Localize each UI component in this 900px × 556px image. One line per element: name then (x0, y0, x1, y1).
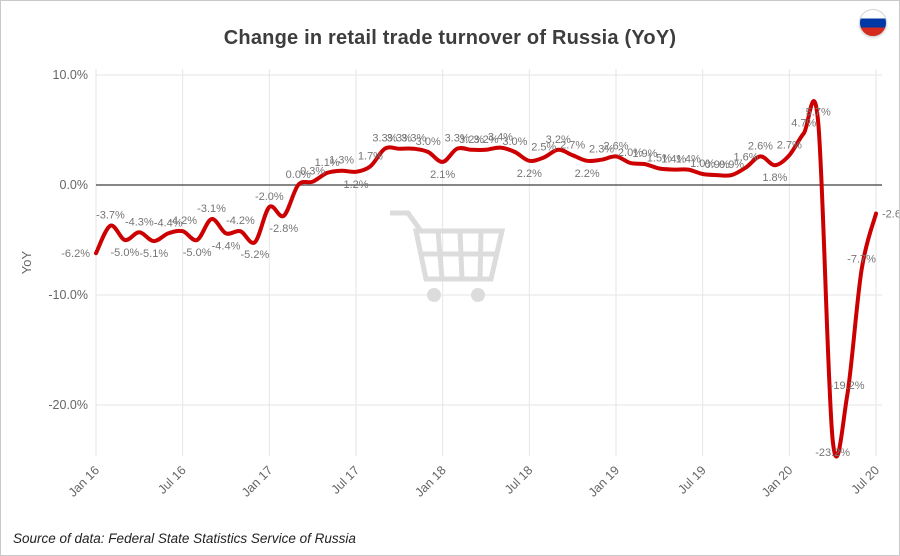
y-tick-label: 0.0% (60, 178, 89, 192)
data-point-label: 3.0% (416, 136, 441, 148)
data-point-label: -7.7% (847, 254, 876, 266)
data-point-label: 2.6% (748, 140, 773, 152)
data-point-label: 3.3% (401, 133, 426, 145)
data-point-label: 3.3% (387, 133, 412, 145)
line-chart: -6.2%-3.7%-5.0%-4.3%-5.1%-4.4%-4.2%-5.0%… (19, 68, 900, 500)
x-tick-label: Jul 19 (675, 463, 709, 497)
x-tick-label: Jul 20 (849, 463, 883, 497)
data-point-label: 1.1% (315, 157, 340, 169)
data-point-label: 1.7% (358, 150, 383, 162)
data-point-label: 0.9% (719, 159, 744, 171)
y-tick-label: -20.0% (48, 398, 88, 412)
data-point-label: 1.3% (329, 155, 354, 167)
data-point-labels: -6.2%-3.7%-5.0%-4.3%-5.1%-4.4%-4.2%-5.0%… (61, 106, 900, 459)
data-point-label: -4.2% (168, 215, 197, 227)
x-tick-label: Jul 16 (155, 463, 189, 497)
chart-title: Change in retail trade turnover of Russi… (223, 27, 677, 49)
y-tick-label: 10.0% (53, 68, 88, 82)
source-note: Source of data: Federal State Statistics… (13, 531, 356, 546)
data-point-label: 5.7% (806, 106, 831, 118)
data-point-label: 0.3% (300, 166, 325, 178)
data-point-label: -2.6% (882, 209, 900, 221)
data-point-label: 1.9% (632, 148, 657, 160)
data-point-label: -5.1% (139, 248, 168, 260)
data-point-label: 3.2% (473, 134, 498, 146)
shopping-cart-watermark-icon (390, 210, 506, 302)
data-point-label: -5.0% (183, 247, 212, 259)
data-point-label: 2.3% (589, 144, 614, 156)
data-point-label: 3.2% (459, 134, 484, 146)
chart-grid (95, 69, 882, 456)
x-tick-label: Jan 18 (412, 463, 448, 499)
data-point-label: -23.2% (815, 447, 850, 459)
data-point-label: -3.1% (197, 203, 226, 215)
data-point-label: 1.2% (343, 179, 368, 191)
x-tick-label: Jul 17 (329, 463, 363, 497)
data-point-label: 0.9% (705, 159, 730, 171)
data-point-label: 3.3% (445, 133, 470, 145)
data-point-label: 2.5% (531, 142, 556, 154)
data-point-label: -2.8% (269, 223, 298, 235)
data-point-label: 2.2% (517, 168, 542, 180)
x-tick-label: Jan 16 (66, 463, 102, 499)
x-tick-label: Jan 20 (759, 463, 795, 499)
data-point-label: -2.0% (255, 191, 284, 203)
data-point-label: 2.2% (575, 168, 600, 180)
data-point-label: 3.4% (488, 132, 513, 144)
data-point-label: 1.4% (676, 154, 701, 166)
russia-flag-icon (859, 9, 887, 37)
data-point-label: 1.0% (690, 158, 715, 170)
data-point-label: -4.3% (125, 216, 154, 228)
data-point-label: 2.7% (560, 139, 585, 151)
series-line (94, 99, 878, 459)
data-point-label: -4.4% (154, 217, 183, 229)
data-point-label: 1.8% (762, 172, 787, 184)
data-point-label: -5.2% (241, 249, 270, 261)
data-point-label: 0.0% (286, 169, 311, 181)
y-tick-label: -10.0% (48, 288, 88, 302)
data-point-label: 1.5% (647, 153, 672, 165)
data-point-label: -3.7% (96, 210, 125, 222)
line-series (94, 99, 878, 459)
data-point-label: 3.3% (372, 133, 397, 145)
y-axis-title: YoY (19, 250, 34, 274)
data-point-label: 2.1% (430, 169, 455, 181)
data-point-label: 3.2% (546, 134, 571, 146)
data-point-label: 1.4% (661, 154, 686, 166)
data-point-label: -5.0% (111, 247, 140, 259)
data-point-label: 2.7% (777, 139, 802, 151)
data-point-label: 2.6% (603, 140, 628, 152)
data-point-label: -4.2% (226, 215, 255, 227)
data-point-label: 4.7% (791, 117, 816, 129)
x-tick-label: Jul 18 (502, 463, 536, 497)
data-point-label: -19.2% (830, 380, 865, 392)
data-point-label: -6.2% (61, 248, 90, 260)
data-point-label: 2.0% (618, 147, 643, 159)
data-point-label: 3.0% (502, 136, 527, 148)
data-point-label: -4.4% (212, 240, 241, 252)
data-point-label: 1.6% (733, 151, 758, 163)
x-tick-label: Jan 17 (239, 463, 275, 499)
x-tick-label: Jan 19 (586, 463, 622, 499)
